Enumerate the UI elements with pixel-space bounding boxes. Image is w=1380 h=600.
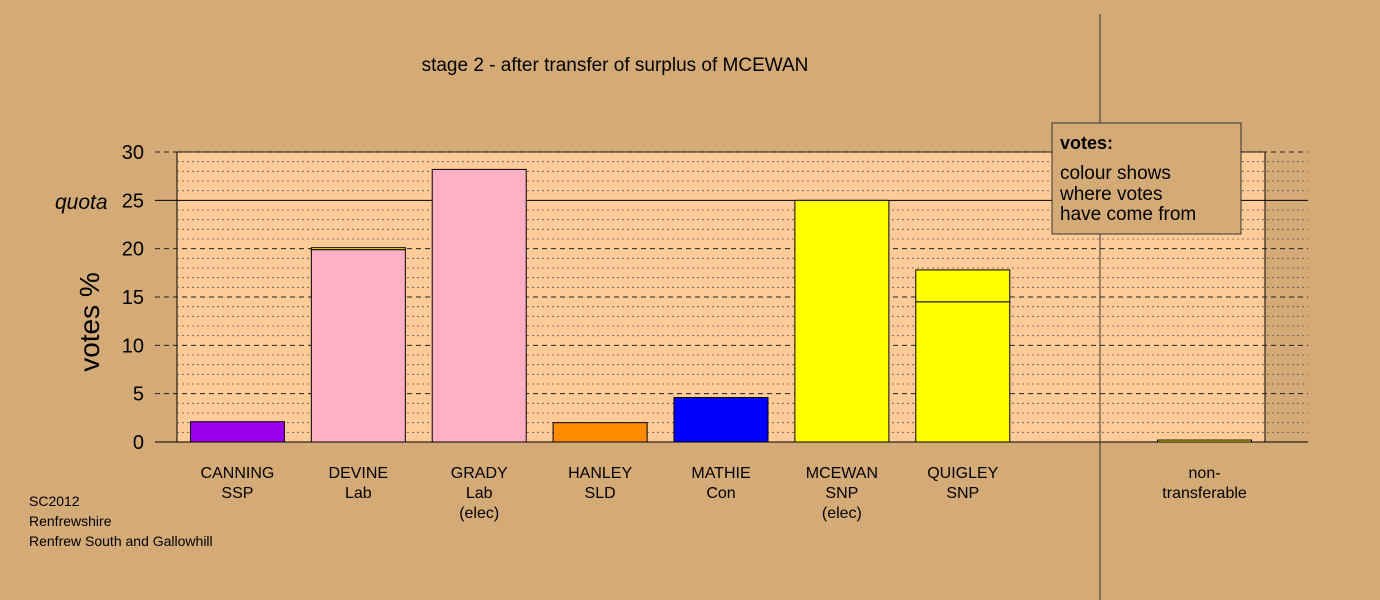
- bar-segment: [794, 199, 890, 443]
- footer-ward: Renfrew South and Gallowhill: [29, 533, 213, 549]
- bar-segment: [673, 397, 769, 443]
- footer-council: Renfrewshire: [29, 513, 112, 529]
- y-tick-label: 0: [133, 432, 144, 454]
- x-category-label: MATHIE: [691, 465, 750, 482]
- x-category-label: CANNING: [201, 465, 275, 482]
- x-category-label: transferable: [1162, 485, 1247, 502]
- legend-title: votes:: [1060, 133, 1113, 153]
- x-category-label: (elec): [822, 505, 862, 522]
- x-category-label: QUIGLEY: [927, 465, 998, 482]
- y-tick-label: 15: [122, 287, 144, 309]
- x-category-label: SLD: [585, 485, 616, 502]
- bars: [189, 168, 1253, 443]
- x-category-label: DEVINE: [329, 465, 389, 482]
- y-tick-label: 25: [122, 190, 144, 212]
- y-tick-label: 20: [122, 239, 144, 261]
- x-category-label: SNP: [946, 485, 979, 502]
- bar-segment: [189, 421, 285, 443]
- legend: votes: colour shows where votes have com…: [1051, 122, 1242, 235]
- y-tick-label: 10: [122, 335, 144, 357]
- footer-info: SC2012 Renfrewshire Renfrew South and Ga…: [29, 491, 213, 551]
- x-category-label: non-: [1189, 465, 1221, 482]
- x-category-label: (elec): [459, 505, 499, 522]
- footer-election: SC2012: [29, 493, 80, 509]
- y-axis-label: votes %: [74, 272, 105, 372]
- bar-segment: [915, 269, 1011, 303]
- legend-line: where votes: [1059, 184, 1162, 205]
- bar-segment: [1157, 439, 1253, 443]
- x-category-label: SSP: [221, 485, 253, 502]
- legend-box: [1051, 122, 1242, 235]
- y-tick-labels: 0 5 10 15 20 25 30: [122, 142, 144, 454]
- x-category-label: GRADY: [451, 465, 508, 482]
- bar-segment: [431, 168, 527, 443]
- quota-label: quota: [55, 191, 108, 214]
- y-tick-label: 5: [133, 384, 144, 406]
- x-category-label: MCEWAN: [806, 465, 878, 482]
- bar-segment: [915, 301, 1011, 443]
- x-category-label: Lab: [345, 485, 372, 502]
- bar-segment: [310, 249, 406, 443]
- x-category-label: Con: [706, 485, 735, 502]
- chart-title: stage 2 - after transfer of surplus of M…: [422, 55, 809, 76]
- x-category-label: Lab: [466, 485, 493, 502]
- y-tick-label: 30: [122, 142, 144, 164]
- x-category-label: SNP: [825, 485, 858, 502]
- x-category-labels: CANNING SSP DEVINE Lab GRADY Lab (elec) HANLEY S…: [201, 465, 1247, 522]
- bar-segment: [310, 247, 406, 251]
- legend-line: have come from: [1060, 204, 1196, 225]
- legend-line: colour shows: [1060, 163, 1171, 184]
- x-category-label: HANLEY: [568, 465, 632, 482]
- bar-segment: [552, 422, 648, 443]
